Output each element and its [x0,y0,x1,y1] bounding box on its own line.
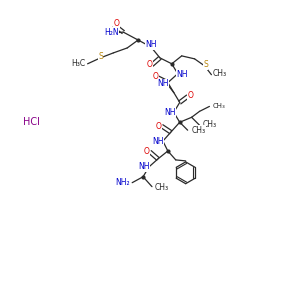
Text: CH₃: CH₃ [155,183,169,192]
Text: O: O [153,72,159,81]
Text: CH₃: CH₃ [212,69,226,78]
Text: O: O [156,122,162,131]
Text: NH: NH [152,136,164,146]
Text: S: S [203,60,208,69]
Text: CH₃: CH₃ [202,120,217,129]
Text: NH₂: NH₂ [116,178,130,187]
Text: NH: NH [164,108,176,117]
Text: CH₃: CH₃ [212,103,225,109]
Text: CH₃: CH₃ [192,126,206,135]
Text: O: O [144,148,150,157]
Text: H₃C: H₃C [71,59,85,68]
Text: NH: NH [138,162,150,171]
Text: H₂N: H₂N [104,28,119,37]
Text: O: O [188,91,194,100]
Text: NH: NH [176,70,188,79]
Text: O: O [147,60,153,69]
Text: NH: NH [157,79,169,88]
Text: O: O [113,19,119,28]
Text: S: S [98,52,103,62]
Text: HCl: HCl [23,117,40,127]
Text: NH: NH [145,40,157,50]
